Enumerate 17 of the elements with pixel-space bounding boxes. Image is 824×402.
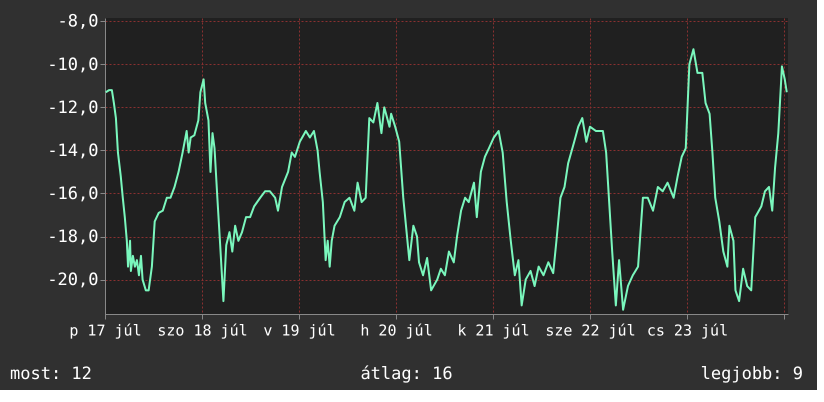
- y-tick-label: -12,0: [47, 98, 98, 118]
- y-tick-label: -8,0: [58, 12, 98, 32]
- text: átlag: 16: [360, 364, 453, 384]
- y-tick-label: -18,0: [47, 227, 98, 247]
- y-tick-label: -10,0: [47, 54, 98, 75]
- x-tick-label: szo 18 júl: [157, 322, 248, 340]
- y-tick-label: -14,0: [47, 140, 98, 161]
- x-tick-label: cs 23 júl: [646, 322, 728, 340]
- y-tick-label: -20,0: [47, 270, 98, 290]
- text: most: 12: [10, 364, 92, 384]
- x-tick-label: p 17 júl: [69, 322, 142, 340]
- text: legjobb: 9: [700, 364, 803, 384]
- x-tick-label: sze 22 júl: [545, 322, 636, 340]
- x-tick-label: h 20 júl: [360, 322, 433, 340]
- y-tick-label: -16,0: [47, 184, 98, 204]
- x-tick-label: k 21 júl: [457, 322, 530, 340]
- x-tick-label: v 19 júl: [263, 322, 336, 340]
